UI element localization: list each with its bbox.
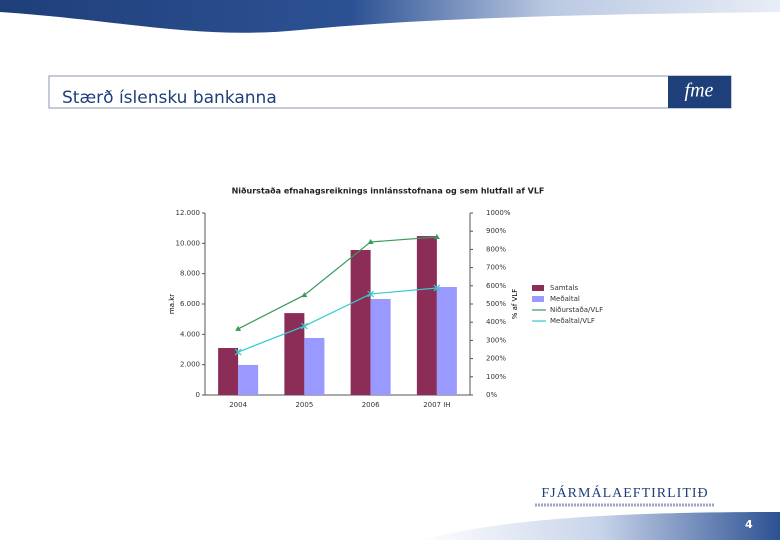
bar xyxy=(218,347,239,395)
bar xyxy=(350,250,371,395)
x-tick-label: 2006 xyxy=(362,401,380,409)
y-tick-label: 2.000 xyxy=(180,361,200,369)
x-tick-label: 2007 IH xyxy=(423,401,450,409)
x-tick-label: 2004 xyxy=(229,401,247,409)
y2-tick-label: 1000% xyxy=(486,209,511,217)
marker xyxy=(300,322,308,330)
y2-tick-label: 400% xyxy=(486,318,506,326)
y2-tick-label: 100% xyxy=(486,373,506,381)
y2-tick-label: 800% xyxy=(486,245,506,253)
y-tick-label: 4.000 xyxy=(180,330,200,338)
bar xyxy=(416,236,437,395)
legend-swatch xyxy=(532,296,544,302)
y2-tick-label: 300% xyxy=(486,336,506,344)
bar xyxy=(238,364,259,395)
bar xyxy=(304,337,325,395)
legend-label: Meðaltal xyxy=(550,295,580,303)
y2-tick-label: 900% xyxy=(486,227,506,235)
logo-box xyxy=(668,76,731,108)
line xyxy=(237,287,437,353)
marker xyxy=(433,284,441,292)
bottom-band xyxy=(420,512,780,540)
y-tick-label: 8.000 xyxy=(180,270,200,278)
legend-label: Niðurstaða/VLF xyxy=(550,306,603,314)
marker xyxy=(367,290,375,298)
y-tick-label: 0 xyxy=(196,391,200,399)
line xyxy=(237,236,437,330)
y2-tick-label: 0% xyxy=(486,391,497,399)
top-band xyxy=(0,0,780,33)
y2-tick-label: 200% xyxy=(486,355,506,363)
y-axis-label: ma.kr xyxy=(168,294,176,314)
footer-logo: FJÁRMÁLAEFTIRLITIÐ xyxy=(541,484,708,501)
y2-tick-label: 700% xyxy=(486,264,506,272)
bar xyxy=(284,313,305,395)
marker xyxy=(235,325,242,331)
y2-tick-label: 600% xyxy=(486,282,506,290)
y-tick-label: 6.000 xyxy=(180,300,200,308)
slide-title: Stærð íslensku bankanna xyxy=(62,88,277,108)
legend-label: Samtals xyxy=(550,284,579,292)
marker xyxy=(433,234,440,240)
title-box xyxy=(48,75,732,109)
chart-title: Niðurstaða efnahagsreiknings innlánsstof… xyxy=(232,187,545,196)
marker xyxy=(234,348,242,356)
marker xyxy=(367,238,374,244)
y2-axis-label: % af VLF xyxy=(511,289,519,320)
y-tick-label: 12.000 xyxy=(176,209,201,217)
y2-tick-label: 500% xyxy=(486,300,506,308)
x-tick-label: 2005 xyxy=(295,401,313,409)
marker xyxy=(301,292,308,298)
legend-swatch xyxy=(532,285,544,291)
legend-label: Meðaltal/VLF xyxy=(550,317,595,325)
bar xyxy=(370,298,391,395)
page-number: 4 xyxy=(745,518,753,531)
logo: fme xyxy=(685,80,714,102)
y-tick-label: 10.000 xyxy=(176,239,201,247)
bar xyxy=(436,287,457,395)
